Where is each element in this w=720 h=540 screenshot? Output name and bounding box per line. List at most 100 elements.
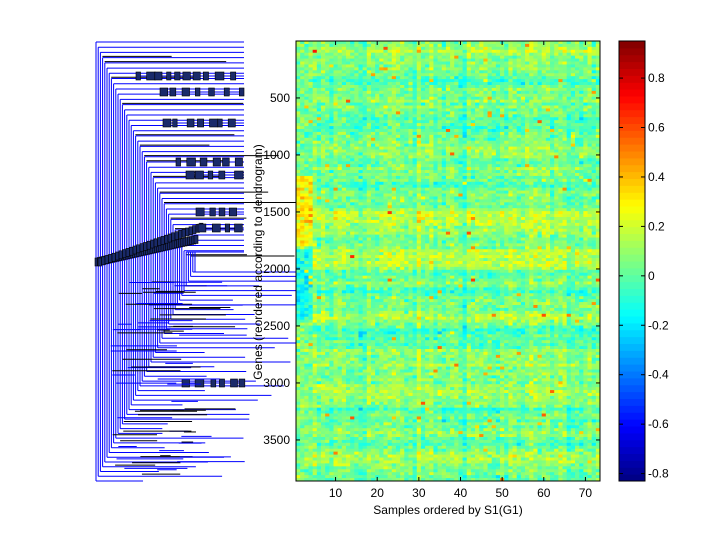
- heatmap-cell: [558, 105, 563, 109]
- heatmap-cell: [570, 152, 576, 156]
- heatmap-cell: [579, 102, 584, 106]
- heatmap-cell: [441, 67, 447, 71]
- heatmap-cell: [383, 102, 389, 106]
- heatmap-cell: [333, 102, 339, 106]
- heatmap-cell: [508, 93, 513, 98]
- heatmap-cell: [562, 149, 568, 153]
- heatmap-cell: [512, 173, 518, 177]
- heatmap-cell: [333, 181, 339, 186]
- heatmap-cell: [562, 76, 568, 80]
- heatmap-cell: [370, 193, 376, 197]
- heatmap-cell: [383, 140, 389, 145]
- heatmap-cell: [562, 217, 568, 221]
- heatmap-cell: [554, 181, 559, 186]
- heatmap-cell: [391, 41, 397, 45]
- heatmap-cell: [525, 196, 530, 200]
- heatmap-cell: [479, 105, 484, 109]
- heatmap-cell: [583, 120, 588, 124]
- heatmap-cell: [391, 87, 397, 92]
- heatmap-cell: [583, 93, 588, 98]
- heatmap-cell: [387, 105, 393, 109]
- heatmap-cell: [470, 123, 476, 127]
- heatmap-cell: [441, 190, 447, 194]
- heatmap-cell: [595, 219, 601, 224]
- heatmap-cell: [475, 219, 480, 224]
- dendrogram-node: [218, 170, 226, 180]
- heatmap-cell: [370, 93, 376, 98]
- heatmap-cell: [358, 205, 364, 209]
- heatmap-cell: [412, 61, 418, 65]
- heatmap-cell: [350, 70, 355, 74]
- heatmap-cell: [545, 214, 551, 218]
- dendrogram-node: [101, 256, 106, 266]
- heatmap-cell: [350, 131, 355, 136]
- heatmap-cell: [379, 225, 384, 230]
- heatmap-cell: [387, 219, 393, 224]
- heatmap-cell: [454, 219, 459, 224]
- heatmap-cell: [554, 178, 559, 183]
- heatmap-cell: [579, 49, 584, 54]
- heatmap-cell: [495, 143, 501, 147]
- heatmap-cell: [491, 43, 497, 48]
- heatmap-cell: [470, 49, 476, 54]
- heatmap-cell: [516, 52, 522, 57]
- heatmap-cell: [512, 149, 518, 153]
- heatmap-cell: [408, 117, 413, 121]
- heatmap-cell: [325, 211, 330, 215]
- heatmap-cell: [591, 181, 597, 186]
- heatmap-cell: [512, 85, 518, 89]
- heatmap-cell: [575, 211, 580, 215]
- heatmap-cell: [350, 64, 355, 68]
- heatmap-cell: [458, 199, 463, 203]
- heatmap-cell: [408, 120, 413, 124]
- heatmap-cell: [550, 58, 555, 62]
- heatmap-cell: [450, 120, 455, 124]
- heatmap-cell: [337, 58, 343, 62]
- heatmap-cell: [408, 184, 413, 189]
- heatmap-cell: [333, 155, 339, 159]
- heatmap-cell: [296, 217, 301, 221]
- heatmap-cell: [412, 90, 418, 95]
- heatmap-cell: [300, 70, 305, 74]
- heatmap-cell: [558, 96, 563, 101]
- heatmap-cell: [383, 211, 389, 215]
- heatmap-cell: [462, 134, 468, 139]
- heatmap-cell: [296, 79, 301, 83]
- heatmap-cell: [541, 184, 547, 189]
- heatmap-cell: [387, 96, 393, 101]
- heatmap-cell: [445, 129, 451, 133]
- heatmap-cell: [354, 49, 359, 54]
- heatmap-cell: [316, 85, 322, 89]
- heatmap-cell: [379, 64, 384, 68]
- heatmap-cell: [391, 117, 397, 121]
- heatmap-cell: [433, 146, 438, 150]
- heatmap-cell: [445, 222, 451, 227]
- heatmap-cell: [429, 161, 434, 165]
- heatmap-cell: [466, 155, 472, 159]
- heatmap-cell: [408, 43, 413, 48]
- heatmap-cell: [375, 175, 380, 180]
- heatmap-cell: [541, 181, 547, 186]
- heatmap-cell: [483, 76, 488, 80]
- heatmap-cell: [341, 170, 347, 174]
- heatmap-cell: [504, 161, 509, 165]
- heatmap-cell: [366, 196, 372, 200]
- heatmap-cell: [470, 114, 476, 118]
- heatmap-cell: [425, 55, 430, 59]
- heatmap-cell: [495, 117, 501, 121]
- heatmap-cell: [533, 79, 538, 83]
- heatmap-cell: [400, 225, 405, 230]
- heatmap-cell: [320, 131, 326, 136]
- heatmap-cell: [525, 64, 530, 68]
- heatmap-cell: [495, 55, 501, 59]
- heatmap-cell: [300, 90, 305, 95]
- heatmap-cell: [441, 70, 447, 74]
- heatmap-cell: [329, 55, 334, 59]
- heatmap-cell: [333, 164, 339, 168]
- heatmap-cell: [325, 108, 330, 112]
- heatmap-cell: [562, 181, 568, 186]
- heatmap-cell: [300, 111, 305, 115]
- heatmap-cell: [333, 99, 339, 103]
- heatmap-cell: [583, 90, 588, 95]
- heatmap-cell: [462, 129, 468, 133]
